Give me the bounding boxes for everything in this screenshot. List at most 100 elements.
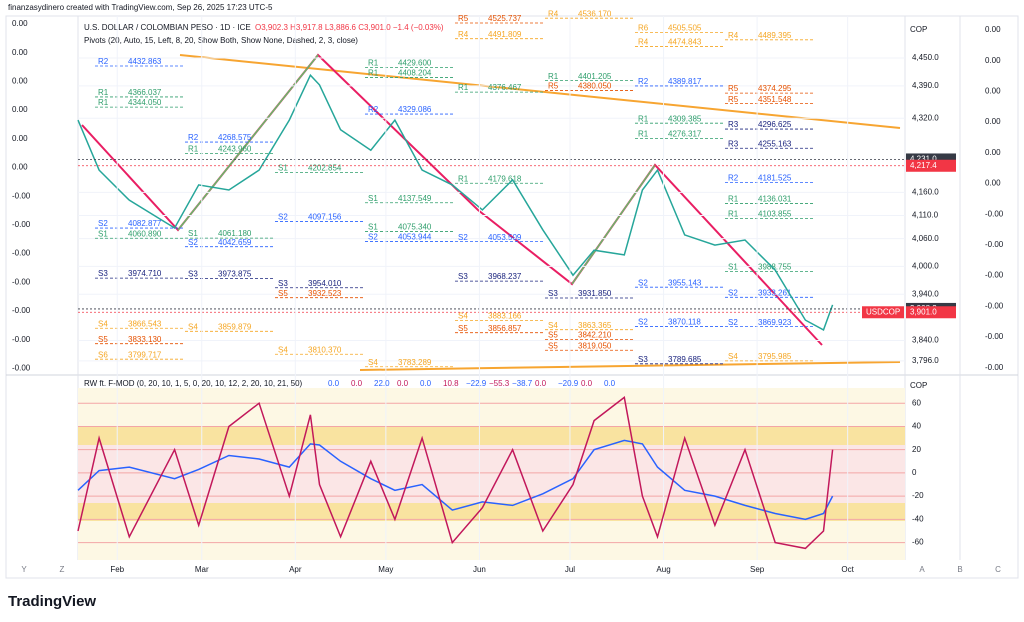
- pivot-name: S4: [548, 321, 558, 330]
- pivot-value: 3833.130: [128, 335, 162, 344]
- y-tick-label: 4,110.0: [912, 211, 939, 220]
- pivot-name: R2: [728, 173, 739, 182]
- price-tag: [906, 159, 956, 172]
- y-tick-label: 4,000.0: [912, 262, 939, 271]
- y-tick-label: 3,796.0: [912, 356, 939, 365]
- pivot-value: 4374.295: [758, 84, 792, 93]
- pivot-name: S3: [548, 289, 558, 298]
- indicator-readout: 0.0: [581, 379, 593, 388]
- upper-zone: [78, 427, 905, 445]
- pivot-value: 3795.985: [758, 352, 792, 361]
- pivot-name: R2: [368, 105, 379, 114]
- pivot-name: R1: [98, 88, 109, 97]
- right-scale-label: 0.00: [985, 117, 1001, 126]
- pivot-name: S1: [728, 263, 738, 272]
- pivot-name: S3: [458, 272, 468, 281]
- pivot-value: 3856.857: [488, 324, 522, 333]
- range-button[interactable]: Z: [60, 565, 65, 574]
- pivot-name: S4: [188, 322, 198, 331]
- pivot-value: 4061.180: [218, 229, 252, 238]
- currency: COP: [910, 25, 927, 34]
- series-line: [77, 396, 834, 550]
- pivot-name: S1: [188, 229, 198, 238]
- range-button[interactable]: A: [919, 565, 925, 574]
- left-scale-label: -0.00: [12, 191, 31, 200]
- right-scale-label: 0.00: [985, 87, 1001, 96]
- symbol-tag-bg: [862, 306, 904, 319]
- pivot-value: 4296.625: [758, 120, 792, 129]
- pivot-name: R3: [728, 120, 739, 129]
- pivot-value: 4329.086: [398, 105, 432, 114]
- pivot-value: 3859.879: [218, 322, 252, 331]
- x-tick-label: Mar: [195, 565, 209, 574]
- pivot-name: R2: [98, 57, 109, 66]
- pivot-value: 4351.548: [758, 95, 792, 104]
- pivot-name: S2: [638, 278, 648, 287]
- indicator-title: RW ft. F-MOD (0, 20, 10, 1, 5, 0, 20, 10…: [84, 379, 303, 388]
- pivot-name: R5: [458, 14, 469, 23]
- indicator-readout: 0.0: [535, 379, 547, 388]
- right-scale-label: -0.00: [985, 301, 1004, 310]
- x-tick-label: Oct: [841, 565, 854, 574]
- indicator-readout: 10.8: [443, 379, 459, 388]
- pivot-value: 4429.600: [398, 59, 432, 68]
- pivot-name: R1: [368, 69, 379, 78]
- pivot-value: 3783.289: [398, 358, 432, 367]
- left-scale-label: -0.00: [12, 249, 31, 258]
- price-tag-label: 4,231.0: [910, 155, 937, 164]
- y-tick-label: 40: [912, 422, 921, 431]
- left-scale-label: -0.00: [12, 306, 31, 315]
- left-scale-label: 0.00: [12, 134, 28, 143]
- frame: [5, 15, 1019, 579]
- price-tag-label: 3,901.0: [910, 307, 937, 316]
- pivot-value: 4243.960: [218, 145, 252, 154]
- pivot-value: 4179.618: [488, 174, 522, 183]
- pivot-name: S2: [278, 213, 288, 222]
- pivot-name: S2: [368, 233, 378, 242]
- pivot-name: S1: [368, 223, 378, 232]
- pivot-value: 3954.010: [308, 279, 342, 288]
- y-tick-label: 3,840.0: [912, 336, 939, 345]
- right-scale-label: 0.00: [985, 56, 1001, 65]
- pivot-value: 4376.467: [488, 83, 522, 92]
- pivot-value: 4103.855: [758, 209, 792, 218]
- pivot-name: S5: [548, 331, 558, 340]
- pivot-value: 3973.875: [218, 270, 252, 279]
- y-tick-label: 60: [912, 398, 921, 407]
- pivot-value: 3883.166: [488, 312, 522, 321]
- indicator-readout: 0.0: [604, 379, 616, 388]
- y-tick-label: 4,320.0: [912, 113, 939, 122]
- pivot-value: 4408.204: [398, 69, 432, 78]
- indicator-readout: 22.0: [374, 379, 390, 388]
- series-line: [77, 73, 834, 331]
- left-scale-label: -0.00: [12, 364, 31, 373]
- pivot-value: 4309.385: [668, 114, 702, 123]
- right-scale-label: 0.00: [985, 179, 1001, 188]
- pivot-name: S4: [368, 358, 378, 367]
- indicator-readout: 0.0: [328, 379, 340, 388]
- pivot-value: 4255.163: [758, 139, 792, 148]
- x-tick-label: Jul: [565, 565, 575, 574]
- right-scale-label: 0.00: [985, 148, 1001, 157]
- range-button[interactable]: Y: [21, 565, 27, 574]
- left-scale-label: -0.00: [12, 335, 31, 344]
- left-scale-label: -0.00: [12, 220, 31, 229]
- pivot-name: R3: [728, 139, 739, 148]
- pivot-name: S2: [98, 219, 108, 228]
- x-tick-label: Apr: [289, 565, 302, 574]
- pivot-value: 4181.525: [758, 173, 792, 182]
- y-tick-label: 4,390.0: [912, 81, 939, 90]
- pivot-name: S2: [638, 318, 648, 327]
- pivot-value: 3870.118: [668, 318, 701, 327]
- pivot-name: R1: [728, 195, 739, 204]
- zigzag-up: [571, 164, 656, 285]
- x-tick-label: May: [378, 565, 393, 574]
- x-tick-label: Feb: [110, 565, 124, 574]
- pivot-value: 4082.877: [128, 219, 162, 228]
- x-tick-label: Jun: [473, 565, 486, 574]
- logo: TradingView: [8, 593, 96, 610]
- range-button[interactable]: B: [957, 565, 962, 574]
- range-button[interactable]: C: [995, 565, 1001, 574]
- left-scale-label: -0.00: [12, 277, 31, 286]
- pivot-value: 4202.854: [308, 164, 342, 173]
